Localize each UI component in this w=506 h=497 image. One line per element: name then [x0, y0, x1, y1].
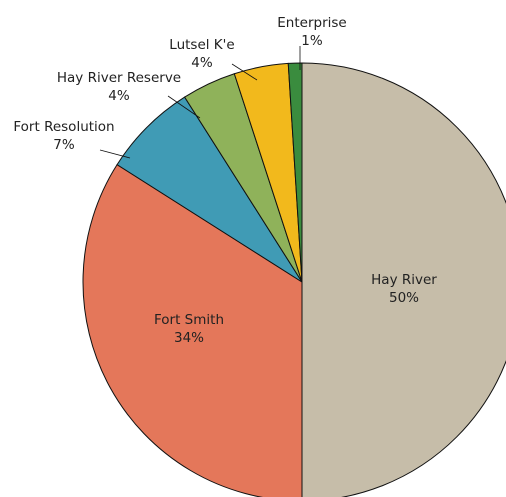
- pie-slice: [287, 62, 303, 283]
- slice-label: Fort Smith: [154, 312, 224, 328]
- slice-value-label: 34%: [174, 330, 204, 346]
- leader-line: [167, 95, 201, 119]
- leader-line: [231, 63, 258, 81]
- pie-slice: [301, 62, 506, 497]
- slice-label: Hay River Reserve: [57, 70, 181, 86]
- slice-label: Hay River: [371, 272, 437, 288]
- slice-value-label: 50%: [389, 290, 419, 306]
- slice-value-label: 7%: [53, 137, 75, 153]
- slice-label: Lutsel K'e: [169, 37, 234, 53]
- leader-line: [99, 149, 131, 159]
- slice-value-label: 4%: [191, 55, 213, 71]
- slice-value-label: 4%: [108, 88, 130, 104]
- slice-label: Fort Resolution: [13, 119, 114, 135]
- slice-label: Enterprise: [277, 15, 346, 31]
- slice-value-label: 1%: [301, 33, 323, 49]
